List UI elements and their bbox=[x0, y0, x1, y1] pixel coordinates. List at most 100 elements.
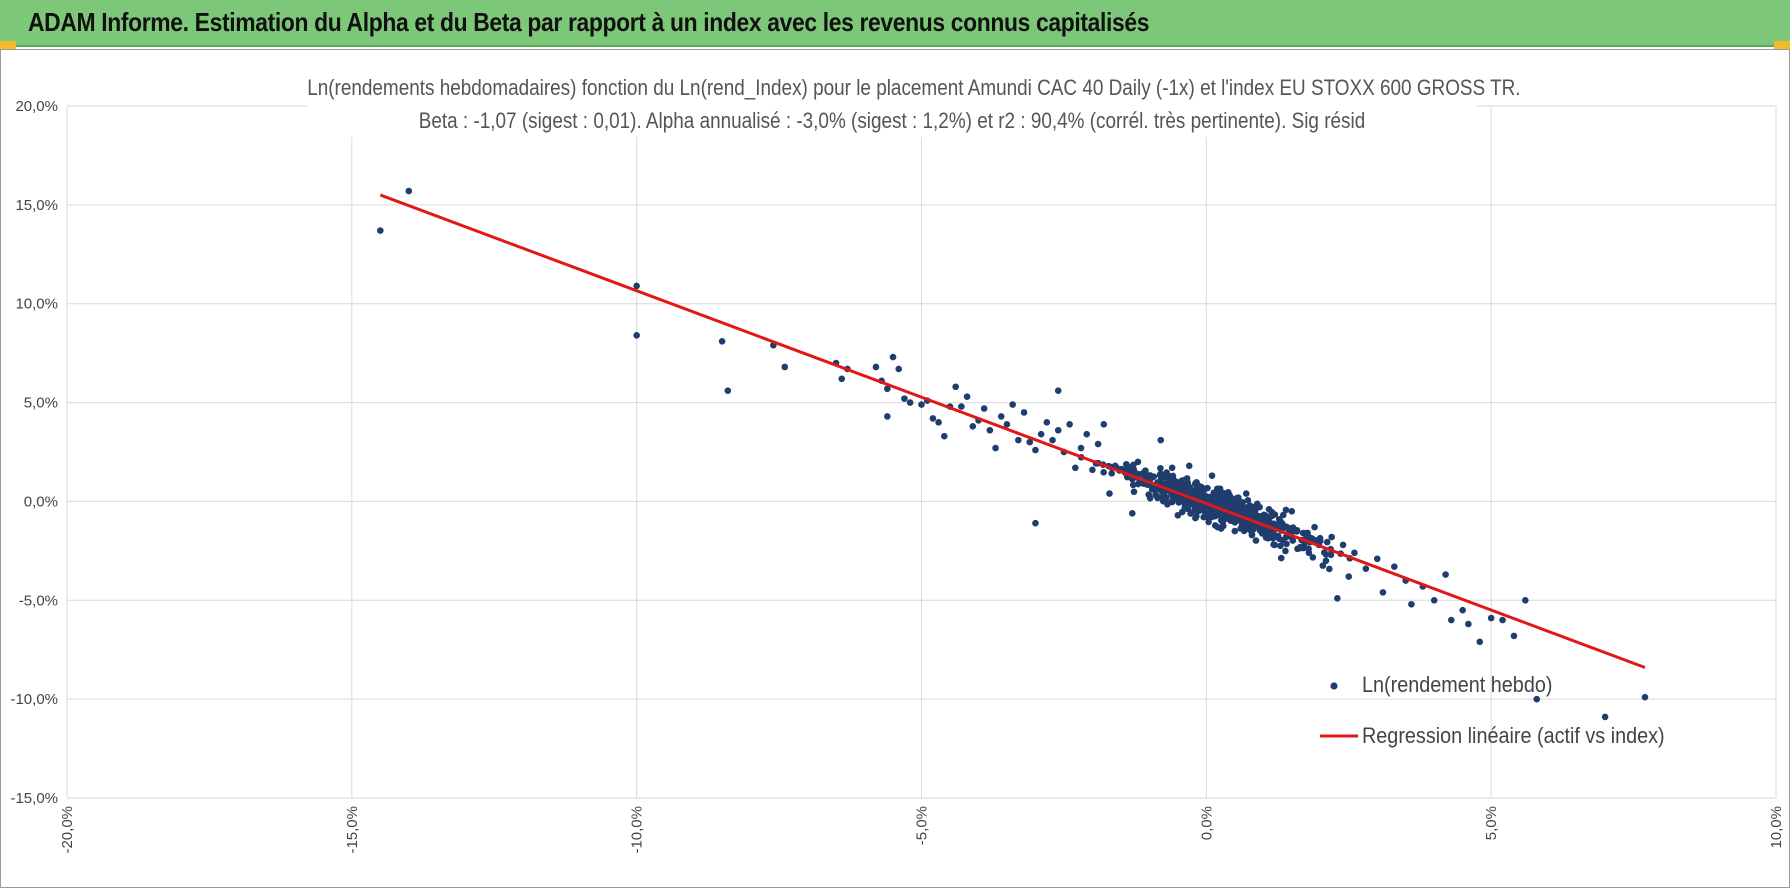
data-point bbox=[1205, 518, 1212, 526]
data-point bbox=[1054, 426, 1062, 434]
data-point bbox=[1129, 481, 1137, 489]
data-point bbox=[1106, 490, 1113, 497]
data-point bbox=[1277, 554, 1285, 562]
data-point bbox=[1211, 522, 1219, 529]
x-tick-label: -10,0% bbox=[629, 806, 646, 854]
chart-title-line-1: Ln(rendements hebdomadaires) fonction du… bbox=[307, 75, 1521, 100]
data-point bbox=[1200, 513, 1207, 521]
data-point bbox=[1379, 589, 1387, 596]
x-tick-label: 10,0% bbox=[1768, 806, 1785, 849]
data-point bbox=[1271, 511, 1279, 518]
data-point bbox=[1200, 491, 1208, 499]
data-point bbox=[1211, 494, 1219, 502]
data-point bbox=[1246, 521, 1254, 528]
x-tick-label: 5,0% bbox=[1483, 806, 1500, 840]
data-point bbox=[884, 385, 891, 393]
data-point bbox=[1157, 436, 1165, 444]
data-point bbox=[1447, 616, 1455, 624]
legend-label-regression: Regression linéaire (actif vs index) bbox=[1362, 723, 1665, 748]
data-point bbox=[1183, 498, 1191, 506]
data-point bbox=[1218, 512, 1225, 520]
data-point bbox=[1003, 421, 1011, 428]
data-point bbox=[1083, 430, 1091, 438]
data-point bbox=[906, 399, 914, 406]
data-point bbox=[1037, 430, 1045, 438]
data-point bbox=[1288, 508, 1296, 515]
data-point bbox=[1282, 506, 1290, 514]
data-point bbox=[838, 375, 846, 383]
data-point bbox=[1510, 632, 1518, 640]
data-point bbox=[1128, 509, 1136, 517]
data-point bbox=[1231, 527, 1239, 535]
data-point bbox=[633, 332, 640, 339]
data-point bbox=[1181, 476, 1189, 484]
data-point bbox=[980, 405, 988, 412]
data-point bbox=[1142, 467, 1149, 474]
data-point bbox=[1319, 562, 1327, 569]
data-point bbox=[1169, 472, 1177, 480]
data-point bbox=[1487, 614, 1495, 622]
data-point bbox=[1072, 464, 1079, 472]
data-point bbox=[1100, 468, 1107, 476]
data-point bbox=[1252, 537, 1260, 544]
data-point bbox=[895, 365, 903, 373]
data-point bbox=[952, 383, 959, 391]
data-point bbox=[1334, 595, 1341, 602]
y-tick-label: 15,0% bbox=[15, 197, 58, 214]
data-point bbox=[1185, 462, 1193, 470]
data-point bbox=[1224, 515, 1232, 522]
y-tick-label: -10,0% bbox=[10, 691, 58, 708]
data-point bbox=[1321, 549, 1328, 556]
data-point bbox=[1185, 488, 1192, 495]
y-tick-label: -5,0% bbox=[19, 592, 58, 609]
data-point bbox=[1244, 497, 1252, 504]
data-point bbox=[1170, 477, 1178, 485]
data-point bbox=[1054, 387, 1062, 395]
data-point bbox=[1351, 549, 1358, 557]
data-point bbox=[1015, 436, 1022, 444]
legend-label-points: Ln(rendement hebdo) bbox=[1362, 672, 1553, 697]
data-point bbox=[1323, 538, 1331, 546]
data-point bbox=[1339, 541, 1347, 549]
data-point bbox=[929, 415, 937, 422]
data-point bbox=[969, 422, 977, 430]
data-point bbox=[1279, 511, 1287, 519]
data-point bbox=[1240, 527, 1248, 535]
y-tick-label: 0,0% bbox=[24, 493, 58, 510]
data-point bbox=[1533, 695, 1541, 703]
data-point bbox=[1157, 464, 1164, 472]
data-point bbox=[633, 282, 640, 290]
data-point bbox=[1149, 474, 1156, 481]
data-point bbox=[1145, 491, 1153, 498]
legend-marker-regression bbox=[1320, 734, 1358, 738]
data-point bbox=[1148, 485, 1156, 493]
data-point bbox=[405, 187, 413, 195]
data-point bbox=[1326, 565, 1333, 573]
data-point bbox=[1246, 502, 1254, 509]
data-point bbox=[1270, 541, 1277, 548]
data-point bbox=[1192, 486, 1199, 494]
data-point bbox=[1049, 436, 1056, 444]
data-point bbox=[1234, 505, 1242, 513]
y-tick-label: 5,0% bbox=[24, 395, 58, 412]
data-point bbox=[1217, 488, 1224, 495]
x-tick-label: -20,0% bbox=[59, 806, 76, 854]
data-point bbox=[1476, 638, 1484, 646]
data-point bbox=[1242, 490, 1250, 497]
data-point bbox=[1217, 525, 1225, 532]
x-tick-label: 0,0% bbox=[1198, 806, 1215, 840]
data-point bbox=[1311, 523, 1318, 531]
data-point bbox=[1066, 421, 1073, 428]
data-point bbox=[1175, 482, 1183, 490]
report-banner: ADAM Informe. Estimation du Alpha et du … bbox=[0, 0, 1790, 47]
data-point bbox=[1032, 446, 1039, 454]
data-point bbox=[1274, 522, 1282, 530]
data-point bbox=[1442, 571, 1449, 578]
chart-title-line-2: Beta : -1,07 (sigest : 0,01). Alpha annu… bbox=[418, 108, 1366, 133]
data-point bbox=[935, 419, 942, 426]
data-point bbox=[1499, 616, 1506, 624]
data-point bbox=[1026, 438, 1034, 446]
data-point bbox=[1193, 513, 1200, 520]
data-point bbox=[377, 227, 384, 234]
